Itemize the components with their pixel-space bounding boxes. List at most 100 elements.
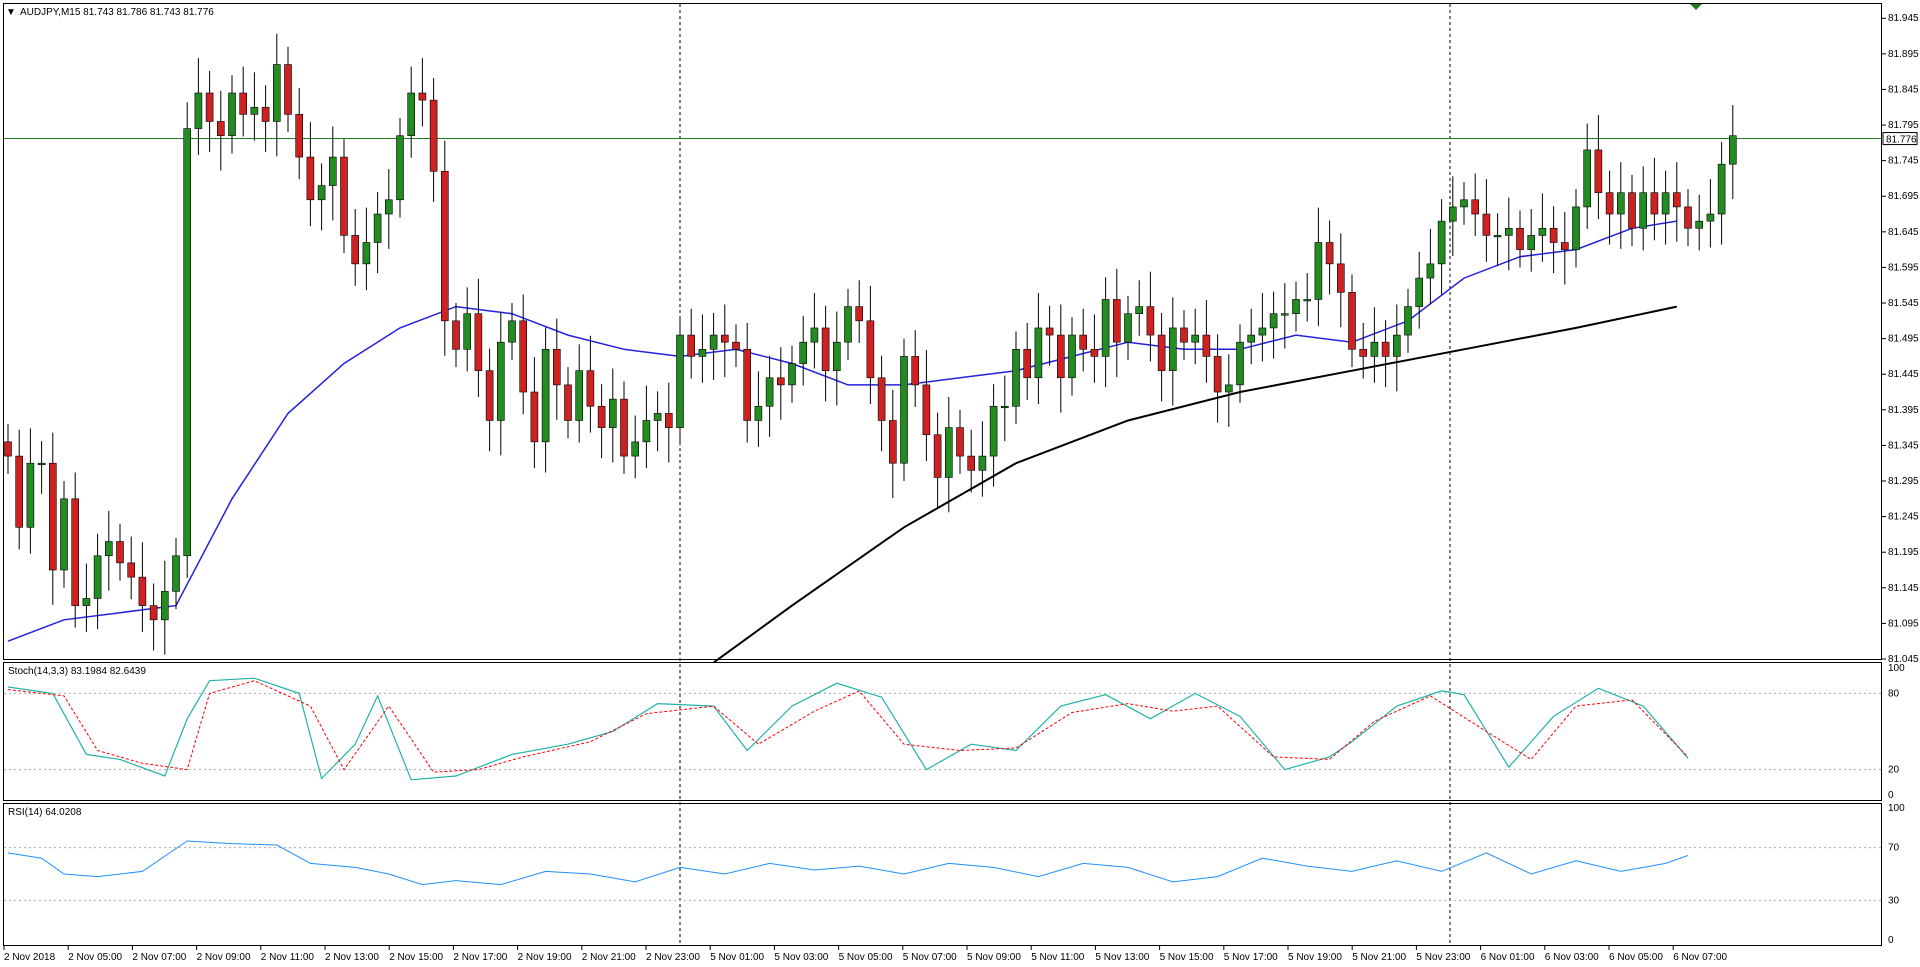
candle	[552, 318, 561, 420]
candle-body-bull	[944, 427, 953, 478]
time-tick-label: 6 Nov 03:00	[1545, 952, 1599, 963]
candle	[597, 384, 606, 459]
candle-body-bull	[1449, 206, 1457, 222]
candle-body-bull	[1292, 299, 1300, 315]
candle	[1516, 210, 1524, 268]
candle-body-bull	[989, 405, 998, 457]
candle	[1538, 193, 1547, 262]
main-title-marker[interactable]: ▼	[6, 7, 16, 18]
current-price-box	[1882, 132, 1918, 146]
chart-shift-marker[interactable]	[1690, 4, 1702, 10]
candle	[93, 533, 102, 630]
candle	[732, 324, 740, 368]
candle-body-bear	[933, 434, 942, 478]
candle-body-bull	[1281, 313, 1289, 316]
candle	[1191, 308, 1199, 365]
candle-body-bull	[1505, 227, 1513, 236]
candle-body-bull	[900, 356, 908, 464]
candle	[1281, 283, 1289, 349]
candle	[1079, 308, 1087, 372]
candle-body-bull	[844, 306, 852, 343]
main-title: AUDJPY,M15 81.743 81.786 81.743 81.776	[20, 7, 214, 18]
candle-body-bear	[1471, 199, 1479, 215]
current-price-label: 81.776	[1886, 135, 1917, 146]
axes: 81.945 81.895 81.845 81.795 81.745 81.695 81.6…	[3, 13, 1919, 963]
price-tick-label: 81.845	[1888, 84, 1919, 95]
candle	[48, 432, 57, 605]
candle	[709, 312, 718, 380]
candle	[1617, 162, 1625, 249]
candle	[944, 397, 953, 513]
candle-body-bull	[1303, 299, 1311, 302]
time-tick-label: 5 Nov 23:00	[1416, 952, 1470, 963]
candle	[373, 191, 382, 274]
candle-body-bull	[1493, 235, 1502, 238]
candle-body-bull	[754, 405, 763, 421]
rsi-tick-label: 30	[1888, 895, 1900, 906]
stoch-tick-label: 0	[1888, 790, 1894, 801]
candle	[1034, 293, 1043, 405]
candle	[228, 75, 236, 154]
candle-body-bull	[1527, 235, 1535, 250]
candle	[105, 510, 113, 591]
time-tick-label: 2 Nov 11:00	[261, 952, 315, 963]
candle	[586, 335, 595, 433]
candle-body-bull	[373, 213, 382, 243]
candle	[754, 371, 763, 447]
price-tick-label: 81.295	[1888, 476, 1919, 487]
candle-body-bear	[552, 348, 561, 386]
candle-body-bear	[1594, 149, 1603, 193]
candle-body-bull	[60, 498, 68, 571]
candle	[1370, 307, 1379, 383]
candle-body-bear	[855, 306, 864, 322]
candle-body-bear	[71, 498, 79, 606]
candle	[284, 46, 292, 133]
candle	[608, 368, 617, 463]
candle	[1180, 310, 1188, 360]
candle-body-bear	[485, 370, 494, 421]
candle	[440, 140, 449, 356]
candle	[1135, 280, 1143, 336]
main-panel-frame	[3, 3, 1882, 660]
candle	[575, 344, 584, 443]
candle-body-bear	[776, 377, 785, 386]
candle	[351, 209, 360, 286]
candle-body-bear	[911, 356, 920, 386]
candle-body-bull	[1236, 341, 1244, 386]
candle-body-bull	[407, 92, 416, 137]
candle-body-bear	[340, 156, 348, 236]
candle-body-bull	[799, 341, 808, 364]
candle	[1045, 305, 1054, 366]
price-tick-label: 81.895	[1888, 49, 1919, 60]
candle	[138, 542, 147, 632]
candle-body-bull	[1258, 327, 1267, 336]
candle-body-bear	[967, 455, 976, 471]
candle	[922, 350, 931, 462]
candle	[1247, 308, 1255, 365]
candle	[1639, 166, 1647, 251]
candle	[1068, 317, 1076, 396]
candle-body-bear	[1348, 292, 1356, 350]
candle-body-bull	[1012, 348, 1020, 407]
candle-body-bear	[866, 320, 875, 379]
candle-body-bull	[810, 327, 819, 343]
candle-body-bear	[922, 384, 931, 436]
candle	[1673, 162, 1681, 242]
candle-body-bull	[228, 92, 236, 137]
candle	[1359, 322, 1367, 379]
time-tick-label: 5 Nov 03:00	[774, 952, 828, 963]
candle	[82, 563, 91, 632]
price-tick-label: 81.145	[1888, 583, 1919, 594]
candle-body-bull	[1460, 199, 1468, 208]
candle	[1101, 277, 1110, 388]
candle-body-bull	[1583, 149, 1591, 208]
candle	[60, 481, 68, 588]
candle	[1202, 300, 1211, 383]
candle	[956, 409, 964, 474]
candle	[1549, 206, 1558, 274]
candle-body-bull	[709, 334, 718, 350]
candle-body-bear	[138, 576, 147, 606]
time-tick-label: 5 Nov 05:00	[839, 952, 893, 963]
candle-body-bear	[116, 541, 124, 564]
candle	[810, 293, 819, 369]
